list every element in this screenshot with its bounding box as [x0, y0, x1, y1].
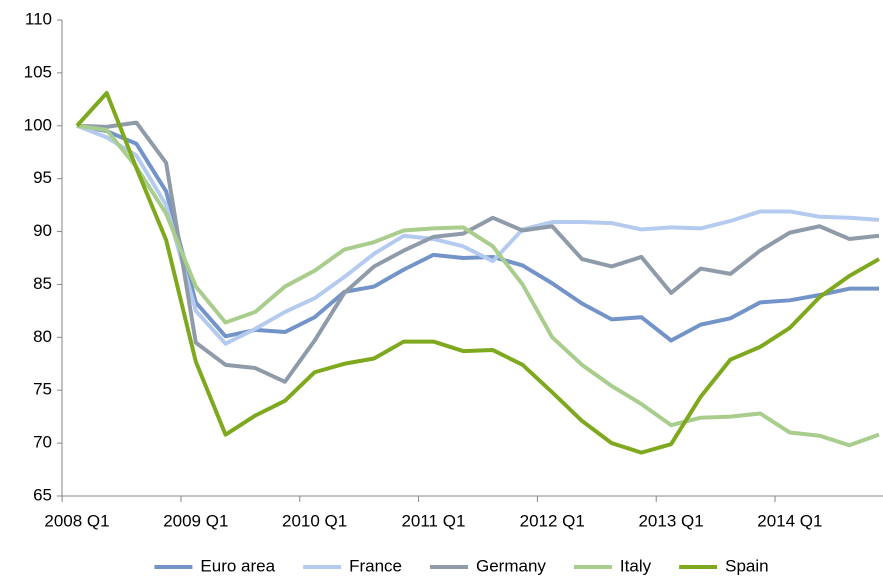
y-tick-label: 85: [33, 274, 52, 293]
y-tick-label: 80: [33, 327, 52, 346]
series-line: [76, 123, 880, 448]
x-tick-label: 2008 Q1: [44, 511, 109, 530]
x-tick-label: 2010 Q1: [282, 511, 347, 530]
y-tick-label: 105: [24, 62, 52, 81]
y-tick-label: 65: [33, 485, 52, 504]
y-tick-label: 75: [33, 380, 52, 399]
y-tick-label: 95: [33, 168, 52, 187]
series-line: [76, 123, 880, 346]
x-tick-label: 2012 Q1: [520, 511, 585, 530]
y-tick-label: 100: [24, 115, 52, 134]
y-tick-label: 70: [33, 433, 52, 452]
legend-label: Spain: [725, 556, 768, 575]
x-tick-label: 2011 Q1: [401, 511, 465, 530]
series-line: [76, 120, 880, 384]
x-tick-label: 2009 Q1: [163, 511, 228, 530]
x-tick-label: 2014 Q1: [757, 511, 822, 530]
series-line: [75, 90, 880, 455]
legend-label: Euro area: [200, 556, 275, 575]
series-line: [76, 123, 879, 343]
y-tick-label: 90: [33, 221, 52, 240]
legend-label: France: [349, 556, 402, 575]
legend-label: Italy: [620, 556, 652, 575]
y-tick-label: 110: [25, 9, 52, 28]
legend-label: Germany: [476, 556, 546, 575]
x-tick-label: 2013 Q1: [638, 511, 703, 530]
